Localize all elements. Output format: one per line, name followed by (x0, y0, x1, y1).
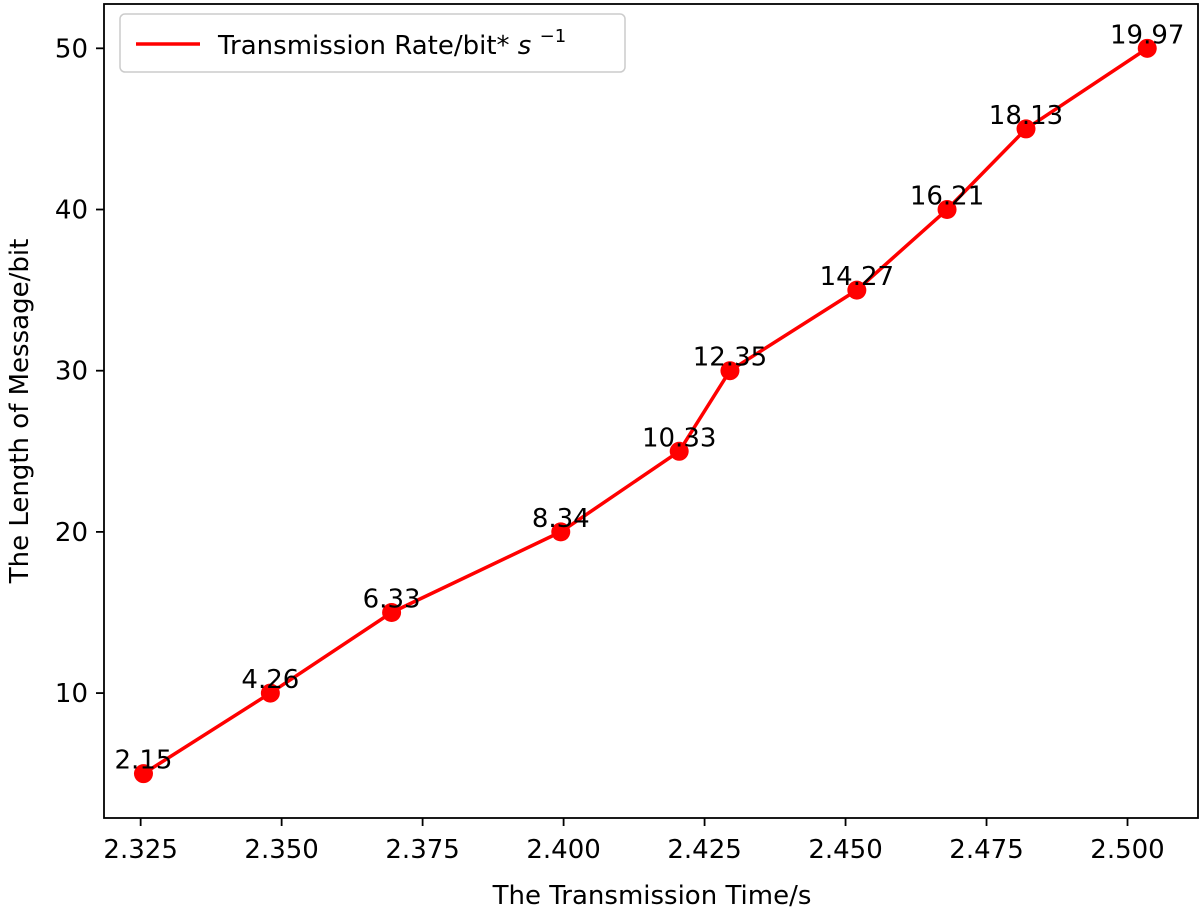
y-axis-ticks: 10 20 30 40 50 (55, 34, 104, 709)
x-tick-label: 2.500 (1090, 835, 1164, 865)
x-axis-label: The Transmission Time/s (492, 881, 812, 911)
x-tick-label: 2.375 (385, 835, 459, 865)
data-label: 6.33 (363, 584, 421, 614)
data-label: 16.21 (910, 182, 984, 212)
data-point (551, 522, 571, 542)
x-tick-label: 2.475 (949, 835, 1023, 865)
data-label: 18.13 (989, 101, 1063, 131)
x-tick-label: 2.425 (667, 835, 741, 865)
data-point (669, 441, 689, 461)
x-tick-label: 2.450 (808, 835, 882, 865)
y-tick-label: 10 (55, 679, 88, 709)
series-line (141, 46, 1149, 776)
x-tick-label: 2.325 (103, 835, 177, 865)
data-point (1016, 119, 1036, 139)
legend-box (119, 13, 626, 73)
x-tick-label: 2.400 (526, 835, 600, 865)
legend-label-text: Transmission Rate/bit* (217, 31, 510, 61)
legend-label-math-base: s (518, 31, 532, 61)
y-tick-label: 50 (55, 34, 88, 64)
x-tick-label: 2.350 (244, 835, 318, 865)
data-label: 19.97 (1110, 20, 1184, 50)
data-label: 12.35 (693, 343, 767, 373)
data-label: 14.27 (820, 262, 894, 292)
data-point (260, 683, 280, 703)
data-point (133, 764, 153, 784)
data-label: 2.15 (115, 746, 173, 776)
data-point (382, 602, 402, 622)
legend-label-math-sup: −1 (540, 26, 567, 47)
plot-frame (103, 3, 1199, 819)
y-tick-label: 40 (55, 196, 88, 226)
data-point (1137, 38, 1157, 58)
data-point (720, 361, 740, 381)
data-label: 8.34 (532, 504, 590, 534)
legend: Transmission Rate/bit* s −1 (119, 13, 626, 73)
x-axis-ticks: 2.325 2.350 2.375 2.400 2.425 2.450 2.475 2.500 (103, 818, 1165, 865)
data-label: 10.33 (642, 423, 716, 453)
y-tick-label: 30 (55, 357, 88, 387)
y-axis-label: The Length of Message/bit (5, 239, 35, 585)
plot-area-border (103, 3, 1199, 819)
data-labels-layer: 2.15 4.26 6.33 8.34 10.33 12.35 14.27 16.21 18.1… (115, 20, 1185, 775)
legend-label: Transmission Rate/bit* s −1 (217, 26, 566, 61)
series-layer (133, 38, 1157, 784)
y-tick-label: 20 (55, 518, 88, 548)
data-label: 4.26 (241, 665, 299, 695)
data-point (937, 200, 957, 220)
data-point (847, 280, 867, 300)
